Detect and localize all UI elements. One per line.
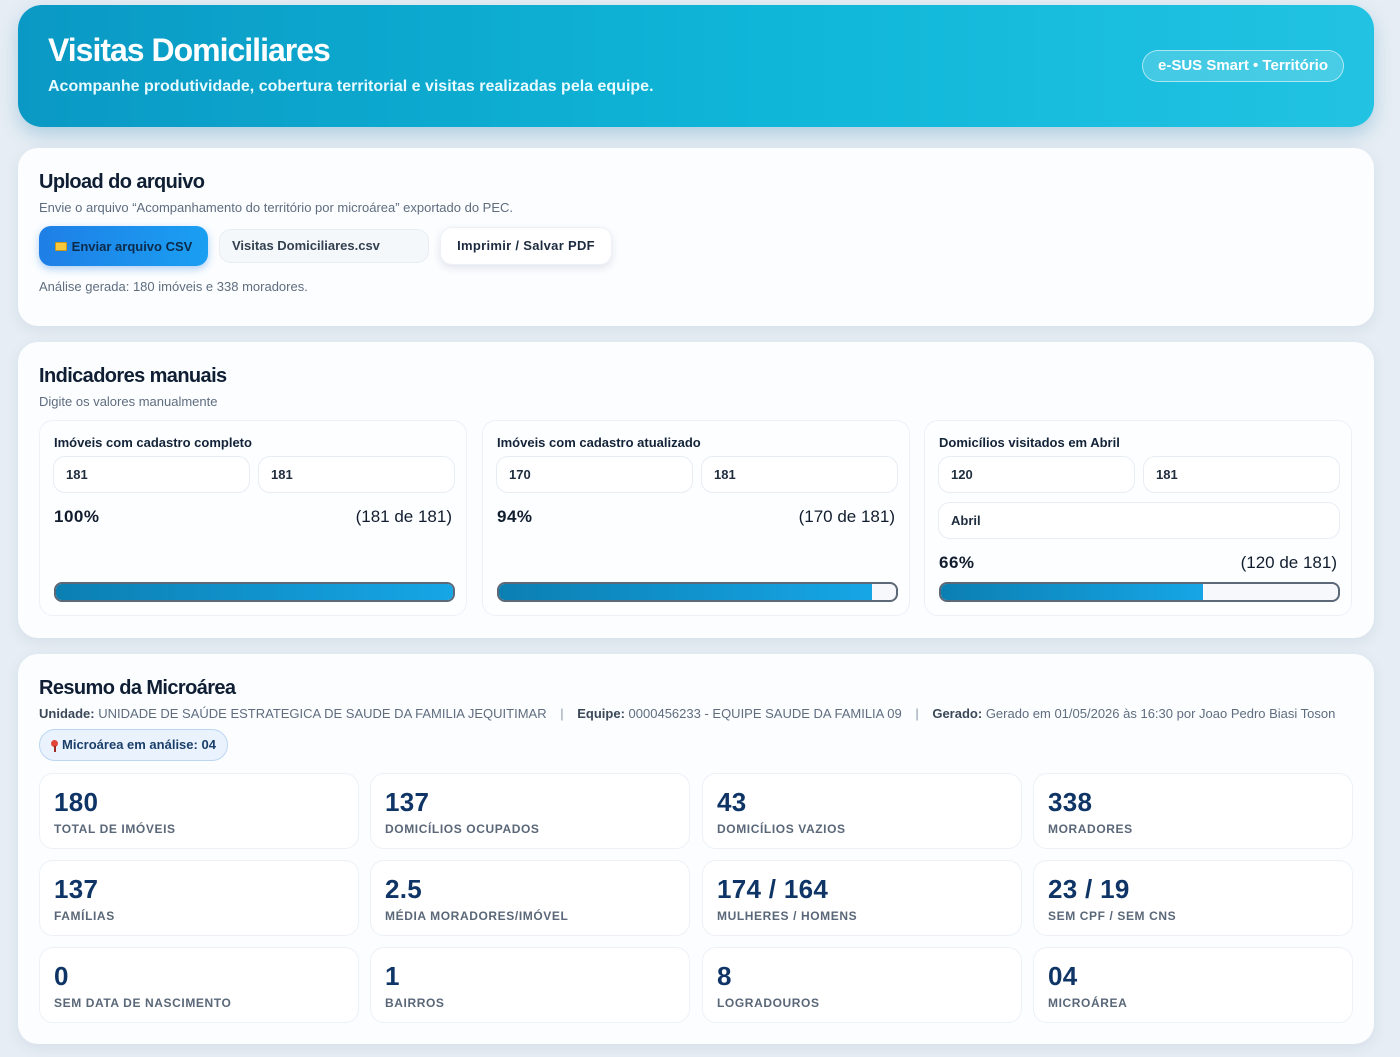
meta-separator: | [560, 706, 564, 721]
upload-csv-button[interactable]: Enviar arquivo CSV [39, 226, 208, 266]
indicator-numerator-input[interactable]: 170 [496, 456, 693, 493]
indicator-numerator-input[interactable]: 181 [53, 456, 250, 493]
stat-value: 04 [1048, 961, 1078, 991]
indicator-denominator-input[interactable]: 181 [701, 456, 898, 493]
indicator-percent: 66% [939, 553, 975, 572]
indicator-count: (170 de 181) [798, 507, 895, 526]
stat-label: Famílias [54, 909, 115, 923]
indicator-progress-bar [497, 582, 898, 602]
upload-card: Upload do arquivo Envie o arquivo “Acomp… [18, 148, 1374, 326]
meta-separator: | [915, 706, 919, 721]
analysis-status: Análise gerada: 180 imóveis e 338 morado… [39, 279, 308, 294]
stat-value: 43 [717, 787, 747, 817]
stat-label: Sem data de nascimento [54, 996, 232, 1010]
progress-fill [56, 584, 453, 600]
stat-tile: 338 Moradores [1033, 773, 1353, 849]
stat-label: Moradores [1048, 822, 1133, 836]
stat-tile: 8 Logradouros [702, 947, 1022, 1023]
stat-label: Sem CPF / Sem CNS [1048, 909, 1177, 923]
app-badge: e-SUS Smart • Território [1141, 50, 1344, 82]
stat-label: Mulheres / Homens [717, 909, 858, 923]
stat-tile: 2.5 Média moradores/imóvel [370, 860, 690, 936]
month-input[interactable]: Abril [938, 502, 1340, 539]
indicator-progress-bar [54, 582, 455, 602]
stat-tile: 137 Famílias [39, 860, 359, 936]
microarea-badge: Microárea em análise: 04 [39, 729, 228, 761]
selected-file-name: Visitas Domiciliares.csv [219, 229, 429, 263]
stat-tile: 180 Total de imóveis [39, 773, 359, 849]
summary-meta: Unidade: UNIDADE DE SAÚDE ESTRATEGICA DE… [39, 706, 1335, 721]
indicator-count: (120 de 181) [1240, 553, 1337, 572]
indicator-numerator-input[interactable]: 120 [938, 456, 1135, 493]
page-title: Visitas Domiciliares [48, 32, 331, 68]
stat-label: Total de imóveis [54, 822, 176, 836]
progress-fill [941, 584, 1204, 600]
upload-title: Upload do arquivo [39, 171, 205, 193]
upload-csv-label: Enviar arquivo CSV [71, 238, 193, 254]
stat-label: Média moradores/imóvel [385, 909, 569, 923]
stat-tile: 0 Sem data de nascimento [39, 947, 359, 1023]
stat-value: 174 / 164 [717, 874, 829, 904]
stat-value: 0 [54, 961, 69, 991]
indicator-title: Imóveis com cadastro completo [54, 435, 252, 450]
indicator-percent: 100% [54, 507, 100, 526]
stat-value: 137 [385, 787, 430, 817]
indicator-denominator-input[interactable]: 181 [1143, 456, 1340, 493]
stat-tile: 174 / 164 Mulheres / Homens [702, 860, 1022, 936]
unit-value: UNIDADE DE SAÚDE ESTRATEGICA DE SAUDE DA… [98, 706, 547, 721]
folder-icon [54, 241, 67, 251]
summary-card: Resumo da Microárea Unidade: UNIDADE DE … [18, 654, 1374, 1044]
indicator-percent: 94% [497, 507, 533, 526]
indicator-count: (181 de 181) [355, 507, 452, 526]
stat-value: 338 [1048, 787, 1093, 817]
indicators-subtitle: Digite os valores manualmente [39, 394, 218, 409]
stat-label: Microárea [1048, 996, 1128, 1010]
stat-label: Logradouros [717, 996, 820, 1010]
stat-tile: 137 Domicílios ocupados [370, 773, 690, 849]
generated-value: Gerado em 01/05/2026 às 16:30 por Joao P… [985, 706, 1336, 721]
indicators-title: Indicadores manuais [39, 365, 227, 387]
stat-label: Domicílios ocupados [385, 822, 540, 836]
indicator-progress-bar [939, 582, 1340, 602]
stat-value: 23 / 19 [1048, 874, 1130, 904]
indicators-card: Indicadores manuais Digite os valores ma… [18, 342, 1374, 638]
stat-value: 2.5 [385, 874, 423, 904]
stat-value: 8 [717, 961, 732, 991]
page-subtitle: Acompanhe produtividade, cobertura terri… [48, 78, 654, 95]
unit-label: Unidade: [39, 706, 95, 721]
stat-tile: 04 Microárea [1033, 947, 1353, 1023]
stat-value: 1 [385, 961, 400, 991]
upload-description: Envie o arquivo “Acompanhamento do terri… [39, 200, 514, 215]
pin-icon [51, 739, 58, 752]
stat-tile: 43 Domicílios vazios [702, 773, 1022, 849]
stat-tile: 23 / 19 Sem CPF / Sem CNS [1033, 860, 1353, 936]
team-value: 0000456233 - EQUIPE SAUDE DA FAMILIA 09 [628, 706, 902, 721]
progress-fill [499, 584, 873, 600]
indicator-domicilios-visitados: Domicílios visitados em Abril 120 181 Ab… [924, 420, 1352, 616]
page-header: Visitas Domiciliares Acompanhe produtivi… [18, 5, 1374, 127]
team-label: Equipe: [577, 706, 625, 721]
stat-tile: 1 Bairros [370, 947, 690, 1023]
indicator-denominator-input[interactable]: 181 [258, 456, 455, 493]
stat-label: Domicílios vazios [717, 822, 846, 836]
indicator-title: Imóveis com cadastro atualizado [497, 435, 701, 450]
indicator-title: Domicílios visitados em Abril [939, 435, 1120, 450]
generated-label: Gerado: [932, 706, 983, 721]
summary-title: Resumo da Microárea [39, 677, 236, 699]
microarea-badge-label: Microárea em análise: 04 [62, 737, 216, 752]
stat-value: 137 [54, 874, 99, 904]
indicator-cadastro-completo: Imóveis com cadastro completo 181 181 10… [39, 420, 467, 616]
print-pdf-button[interactable]: Imprimir / Salvar PDF [440, 227, 612, 265]
stat-value: 180 [54, 787, 99, 817]
indicator-cadastro-atualizado: Imóveis com cadastro atualizado 170 181 … [482, 420, 910, 616]
stat-label: Bairros [385, 996, 445, 1010]
